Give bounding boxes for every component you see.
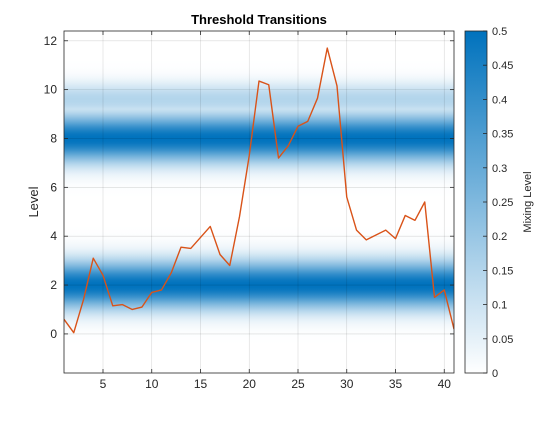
colorbar-label: Mixing Level	[522, 171, 534, 232]
x-tick-label: 40	[438, 377, 452, 391]
x-tick-label: 20	[243, 377, 257, 391]
x-tick-label: 5	[100, 377, 107, 391]
x-tick-label: 10	[145, 377, 159, 391]
x-tick-label: 25	[291, 377, 305, 391]
axes-layer: 5 10 15 20 25 30 35 40 0 2 4 6 8 10 12	[44, 30, 455, 391]
plot-frame	[63, 30, 455, 374]
colorbar-layer: 0 0.05 0.1 0.15 0.2 0.25 0.3 0.35 0.4 0.45 0.5	[464, 26, 513, 380]
grid-lines	[64, 31, 454, 373]
colorbar-tick-label: 0.15	[492, 265, 513, 277]
colorbar-tick-label: 0.45	[492, 60, 513, 72]
y-tick-label: 8	[50, 131, 57, 145]
colorbar-tick-label: 0.2	[492, 231, 507, 243]
colorbar-tick-label: 0.1	[492, 300, 507, 312]
series-line	[64, 47, 454, 334]
colorbar-tick-label: 0.5	[492, 26, 507, 38]
x-tick-label: 35	[389, 377, 403, 391]
tick-marks	[64, 31, 454, 373]
x-tick-label: 15	[194, 377, 208, 391]
colorbar-tick-label: 0.25	[492, 197, 513, 209]
mixing-level-background	[64, 31, 454, 373]
colorbar-tick-label: 0.35	[492, 129, 513, 141]
colorbar-tick-label: 0	[492, 368, 498, 380]
colorbar-tick-label: 0.4	[492, 94, 507, 106]
y-tick-label: 0	[50, 327, 57, 341]
y-axis-label: Level	[26, 186, 41, 217]
colorbar-tick-label: 0.05	[492, 334, 513, 346]
y-tick-label: 2	[50, 278, 57, 292]
y-tick-label: 4	[50, 229, 57, 243]
chart-title: Threshold Transitions	[191, 12, 327, 27]
y-tick-label: 6	[50, 180, 57, 194]
colorbar-tick-label: 0.3	[492, 163, 507, 175]
x-tick-label: 30	[340, 377, 354, 391]
y-tick-label: 10	[44, 83, 58, 97]
y-tick-label: 12	[44, 34, 58, 48]
